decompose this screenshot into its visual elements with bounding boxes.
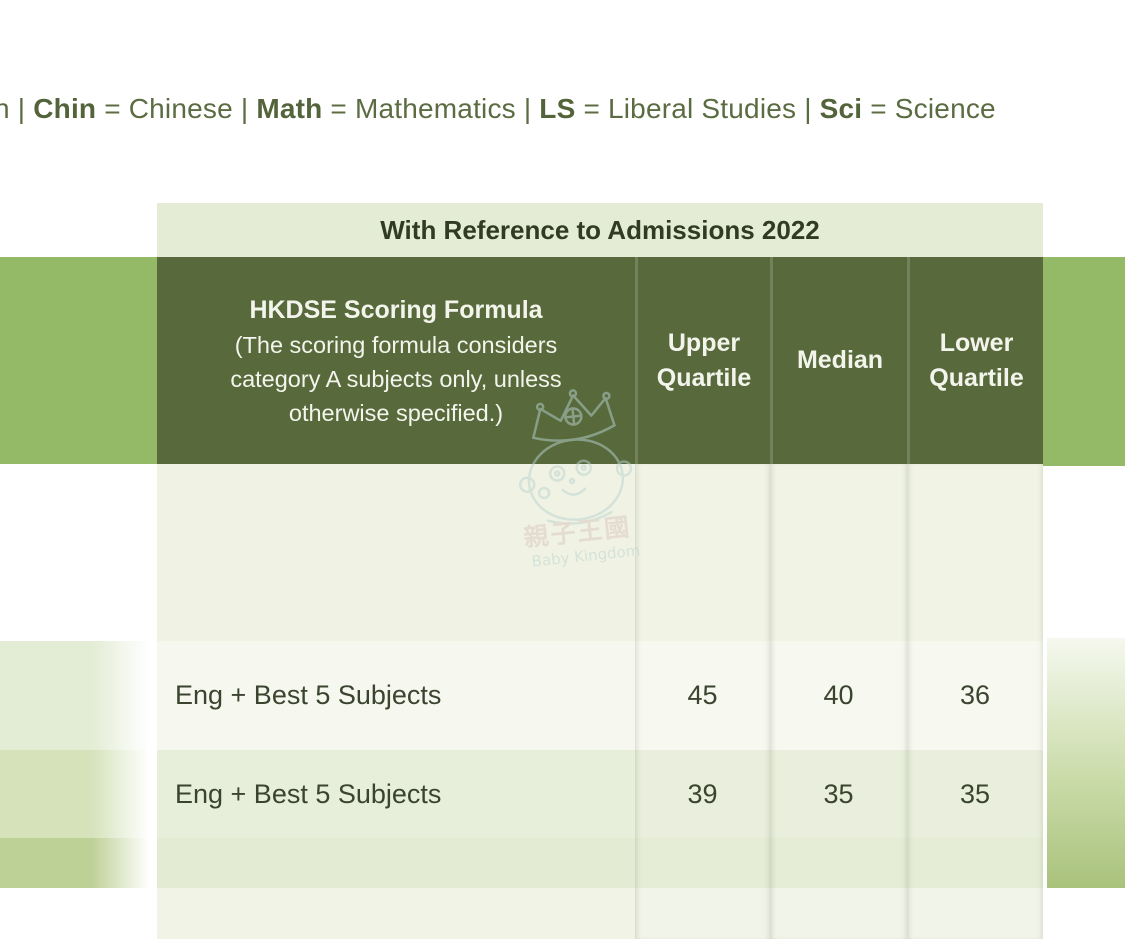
left-column-row1-strip: [0, 641, 157, 750]
admissions-banner-title: With Reference to Admissions 2022: [380, 214, 820, 245]
table-row: Eng + Best 5 Subjects 45 40 36: [157, 641, 1043, 750]
left-column-row2-strip: [0, 750, 157, 838]
lower-quartile-value: 36: [959, 680, 991, 710]
lower-quartile-value: 35: [959, 778, 991, 809]
formula-cell: Eng + Best 5 Subjects: [175, 680, 442, 710]
legend-def-liberal-studies: = Liberal Studies |: [575, 93, 820, 124]
legend-abbrev-chin: Chin: [33, 93, 97, 124]
formula-header-note: (The scoring formula considers category A…: [230, 331, 562, 426]
right-column-gradient-block: [1047, 638, 1125, 888]
table-row: Eng + Best 5 Subjects 39 35 35: [157, 750, 1043, 838]
lower-quartile-header: Lower Quartile: [907, 257, 1043, 464]
right-column-header-block: [1043, 257, 1125, 466]
median-value: 35: [823, 778, 854, 809]
median-value: 40: [823, 680, 854, 710]
formula-cell: Eng + Best 5 Subjects: [175, 778, 442, 809]
admissions-banner: With Reference to Admissions 2022: [157, 203, 1043, 257]
upper-quartile-value: 39: [687, 778, 718, 809]
legend-abbrev-ls: LS: [539, 93, 576, 124]
median-header: Median: [770, 257, 907, 464]
formula-header-title: HKDSE Scoring Formula: [249, 295, 543, 324]
left-column-row3-strip: [0, 838, 157, 888]
formula-header-cell: HKDSE Scoring Formula (The scoring formu…: [157, 257, 635, 464]
table-row-empty: [157, 888, 1043, 939]
left-column-header-strip: [0, 257, 157, 464]
table-row-empty: [157, 464, 1043, 641]
legend-def-chinese: = Chinese |: [96, 93, 257, 124]
upper-quartile-header: Upper Quartile: [635, 257, 770, 464]
abbreviation-legend: h | Chin = Chinese | Math = Mathematics …: [0, 92, 996, 126]
table-row-empty: [157, 838, 1043, 888]
legend-abbrev-math: Math: [256, 93, 323, 124]
legend-def-mathematics: = Mathematics |: [322, 93, 540, 124]
legend-def-science: = Science: [862, 93, 996, 124]
legend-abbrev-sci: Sci: [819, 93, 863, 124]
legend-fragment: h |: [0, 93, 26, 124]
upper-quartile-value: 45: [687, 680, 718, 710]
table-header-row: HKDSE Scoring Formula (The scoring formu…: [157, 257, 1043, 464]
